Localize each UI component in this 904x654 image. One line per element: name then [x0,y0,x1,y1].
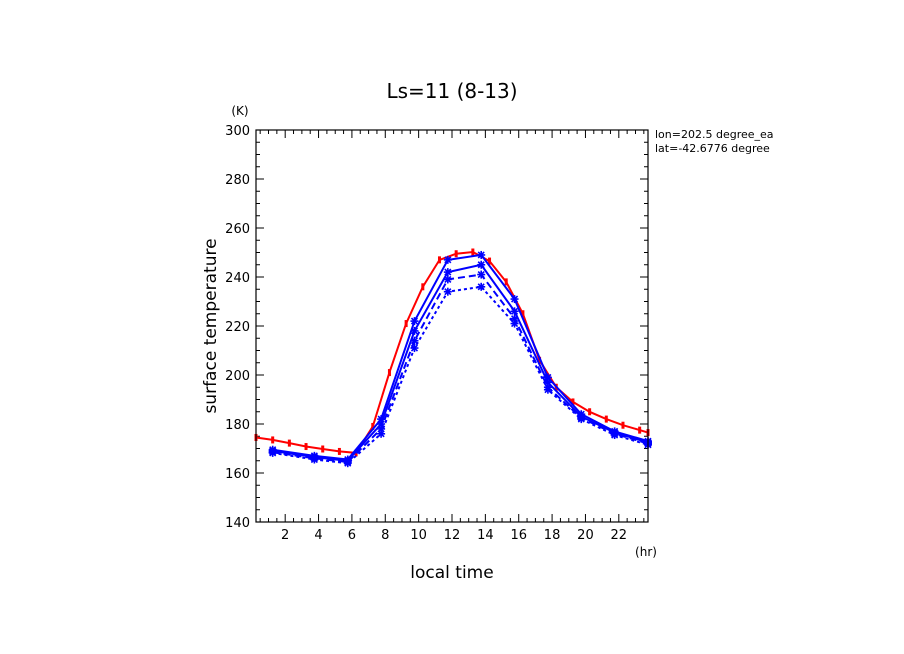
x-tick-label: 2 [281,528,289,543]
data-point [577,415,586,424]
y-tick-label: 300 [225,124,250,139]
data-point [454,250,458,258]
data-point [437,256,441,264]
x-tick-label: 10 [410,528,427,543]
data-point [571,398,575,406]
data-point [443,275,452,284]
x-axis-label: local time [410,563,493,583]
x-tick-label: 6 [348,528,356,543]
x-tick-label: 16 [510,528,527,543]
data-point [377,429,386,438]
data-point [443,268,452,277]
data-point [477,250,486,259]
y-tick-label: 180 [225,418,250,433]
data-point [410,336,419,345]
data-point [321,445,325,453]
data-point [443,287,452,296]
data-point [471,248,475,256]
series-line-4 [272,285,649,465]
data-point [488,257,492,265]
data-point [510,295,519,304]
y-tick-label: 280 [225,173,250,188]
data-point [410,317,419,326]
data-point [443,255,452,264]
data-point [588,408,592,416]
data-point [477,270,486,279]
y-axis-label: surface temperature [201,238,221,413]
data-point [271,436,275,444]
data-point [404,320,408,328]
y-tick-label: 220 [225,320,250,335]
x-tick-label: 18 [544,528,561,543]
data-point [371,422,375,430]
data-point [337,447,341,455]
data-point [387,369,391,377]
x-tick-label: 4 [314,528,322,543]
data-point [477,260,486,269]
data-point [287,439,291,447]
x-tick-label: 12 [444,528,461,543]
y-tick-label: 160 [225,467,250,482]
data-point [521,310,525,318]
data-point [410,326,419,335]
data-point [410,344,419,353]
data-point [610,431,619,440]
y-tick-label: 140 [225,516,250,531]
y-tick-label: 200 [225,369,250,384]
data-point [638,426,642,434]
data-point [421,283,425,291]
plot-frame [255,129,649,523]
y-unit-label: (K) [231,104,248,118]
series-line-1 [272,253,649,461]
x-tick-label: 8 [381,528,389,543]
x-tick-label: 20 [577,528,594,543]
x-unit-label: (hr) [635,545,657,559]
data-point [604,415,608,423]
series-line-3 [272,273,649,464]
data-point [510,307,519,316]
data-point [310,455,319,464]
data-point [304,443,308,451]
data-point [510,319,519,328]
x-tick-label: 14 [477,528,494,543]
annotation-lon: lon=202.5 degree_ea [655,128,774,141]
y-tick-label: 240 [225,271,250,286]
series-line-2 [272,263,649,462]
chart-title: Ls=11 (8-13) [386,79,517,103]
annotation-lat: lat=-42.6776 degree [655,142,770,155]
data-point [343,459,352,468]
data-point [504,278,508,286]
y-tick-label: 260 [225,222,250,237]
data-point [268,448,277,457]
x-tick-label: 22 [611,528,628,543]
data-point [621,421,625,429]
data-point [543,385,552,394]
data-point [477,282,486,291]
